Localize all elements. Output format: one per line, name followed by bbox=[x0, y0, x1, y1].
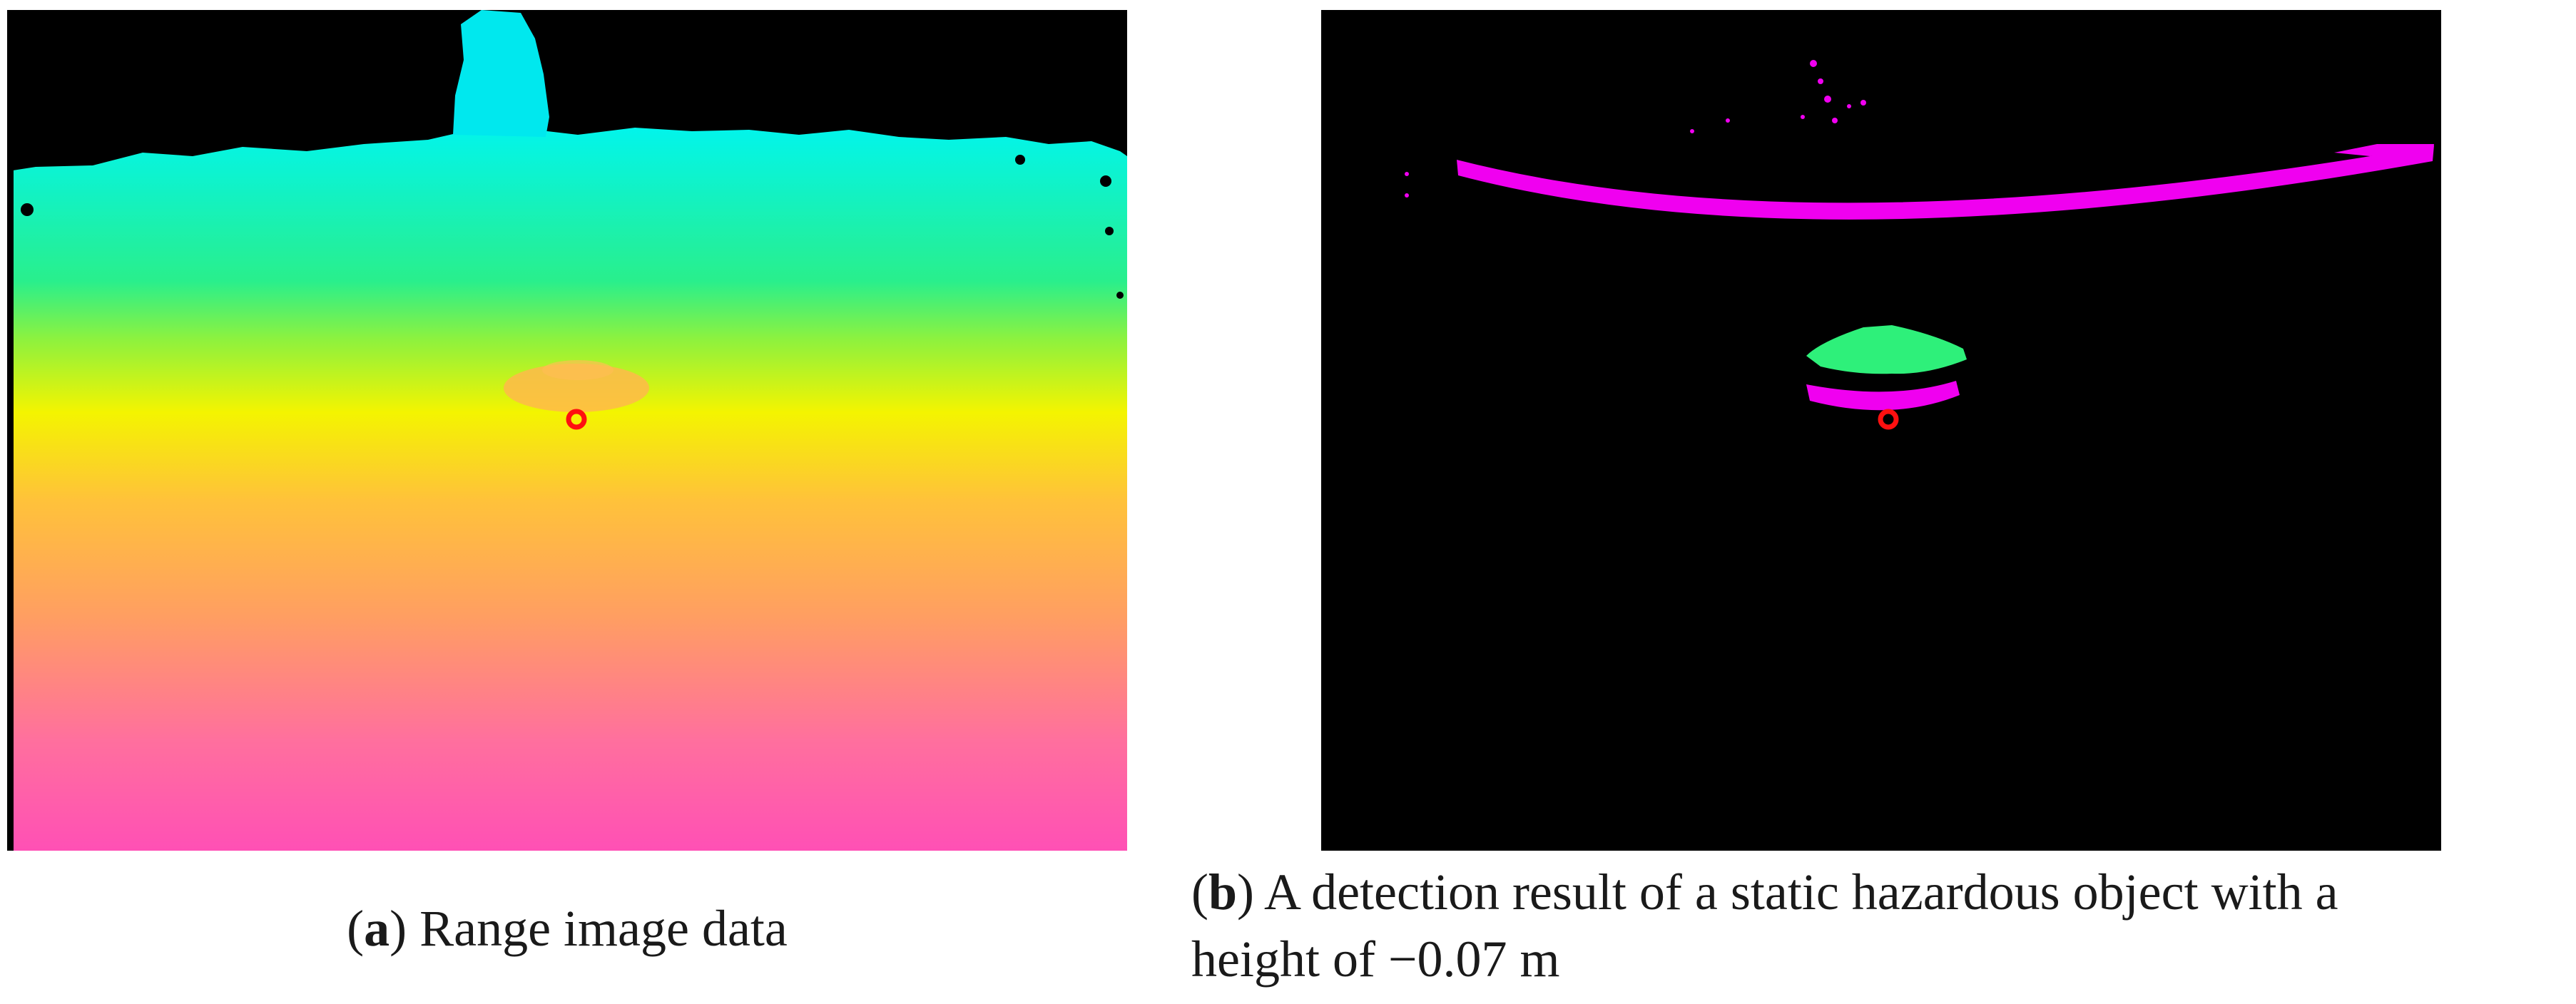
caption-b-letter: b bbox=[1208, 864, 1238, 921]
caption-a: (a) Range image data bbox=[347, 900, 788, 957]
caption-b-text-line2: height of −0.07 m bbox=[1191, 931, 1560, 988]
hazard-marker-icon bbox=[566, 409, 587, 430]
caption-a-text: Range image data bbox=[419, 900, 788, 957]
range-image-panel bbox=[7, 10, 1127, 851]
range-region bbox=[13, 121, 1127, 851]
ground-boundary-band bbox=[1457, 145, 2434, 220]
hazard-object-region bbox=[504, 364, 649, 412]
caption-b-text-line1: A detection result of a static hazardous… bbox=[1264, 864, 2338, 921]
range-image bbox=[7, 10, 1127, 851]
far-structure bbox=[453, 10, 549, 137]
object-ground-band bbox=[1806, 381, 1960, 411]
detection-result-panel bbox=[1321, 10, 2441, 851]
caption-b: (b) A detection result of a static hazar… bbox=[1191, 864, 2338, 988]
hazard-marker-icon bbox=[1878, 409, 1899, 430]
caption-a-letter: a bbox=[364, 900, 390, 957]
detection-image bbox=[1321, 10, 2441, 851]
detected-object bbox=[1806, 325, 1967, 374]
